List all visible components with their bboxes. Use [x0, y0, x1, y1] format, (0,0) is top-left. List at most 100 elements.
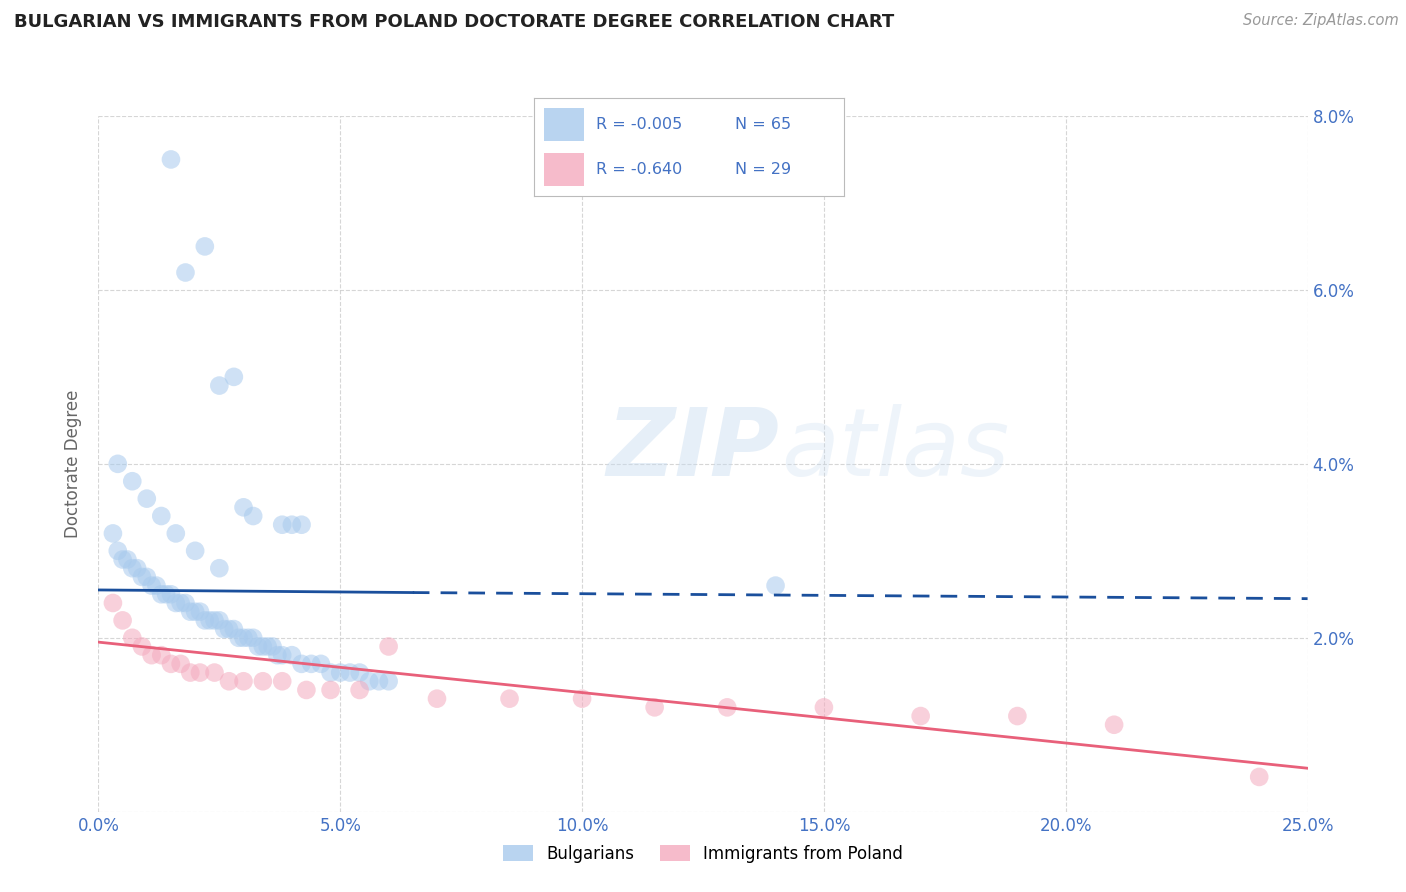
- Point: [160, 657, 183, 671]
- Point: [121, 475, 143, 489]
- Point: [242, 631, 264, 645]
- Point: [150, 587, 173, 601]
- Point: [232, 500, 254, 515]
- Point: [107, 457, 129, 471]
- Text: R = -0.640: R = -0.640: [596, 162, 682, 178]
- Point: [218, 622, 240, 636]
- Point: [339, 665, 361, 680]
- Point: [111, 614, 134, 628]
- Point: [910, 709, 932, 723]
- Point: [101, 596, 124, 610]
- Bar: [544, 153, 583, 186]
- Point: [179, 605, 201, 619]
- Point: [309, 657, 332, 671]
- Point: [194, 614, 217, 628]
- Point: [194, 239, 217, 253]
- Text: atlas: atlas: [782, 404, 1010, 495]
- Point: [141, 648, 163, 662]
- Point: [204, 614, 226, 628]
- Point: [198, 614, 221, 628]
- Point: [1007, 709, 1029, 723]
- Point: [155, 587, 177, 601]
- Point: [117, 552, 139, 566]
- Point: [359, 674, 381, 689]
- Point: [232, 631, 254, 645]
- Point: [329, 665, 352, 680]
- Point: [377, 640, 399, 654]
- Point: [222, 622, 245, 636]
- Point: [184, 544, 207, 558]
- Point: [349, 683, 371, 698]
- Point: [222, 369, 245, 384]
- Point: [232, 674, 254, 689]
- Point: [135, 491, 157, 506]
- Point: [174, 596, 197, 610]
- Point: [765, 579, 787, 593]
- Point: [228, 631, 250, 645]
- Point: [368, 674, 391, 689]
- Point: [141, 579, 163, 593]
- Y-axis label: Doctorate Degree: Doctorate Degree: [65, 390, 83, 538]
- Point: [252, 674, 274, 689]
- Point: [188, 665, 211, 680]
- Point: [1102, 717, 1125, 731]
- Point: [121, 561, 143, 575]
- Point: [111, 552, 134, 566]
- Point: [131, 640, 153, 654]
- Point: [160, 587, 183, 601]
- Point: [271, 517, 294, 532]
- Text: Source: ZipAtlas.com: Source: ZipAtlas.com: [1243, 13, 1399, 29]
- Point: [212, 622, 235, 636]
- Point: [208, 378, 231, 392]
- Point: [571, 691, 593, 706]
- Point: [150, 508, 173, 523]
- Point: [188, 605, 211, 619]
- Point: [169, 657, 191, 671]
- Point: [169, 596, 191, 610]
- Point: [165, 526, 187, 541]
- Point: [184, 605, 207, 619]
- Point: [218, 674, 240, 689]
- Point: [165, 596, 187, 610]
- Point: [813, 700, 835, 714]
- Point: [299, 657, 322, 671]
- Point: [256, 640, 278, 654]
- Point: [127, 561, 149, 575]
- Point: [266, 648, 288, 662]
- Point: [208, 561, 231, 575]
- Point: [135, 570, 157, 584]
- Point: [290, 657, 312, 671]
- Point: [349, 665, 371, 680]
- Point: [145, 579, 167, 593]
- Point: [208, 614, 231, 628]
- Text: ZIP: ZIP: [606, 404, 779, 496]
- Point: [174, 266, 197, 280]
- Point: [160, 153, 183, 167]
- Point: [498, 691, 520, 706]
- Text: BULGARIAN VS IMMIGRANTS FROM POLAND DOCTORATE DEGREE CORRELATION CHART: BULGARIAN VS IMMIGRANTS FROM POLAND DOCT…: [14, 13, 894, 31]
- Point: [281, 648, 304, 662]
- Point: [262, 640, 284, 654]
- Point: [121, 631, 143, 645]
- Point: [179, 665, 201, 680]
- Point: [252, 640, 274, 654]
- Legend: Bulgarians, Immigrants from Poland: Bulgarians, Immigrants from Poland: [496, 838, 910, 870]
- Point: [295, 683, 318, 698]
- Point: [319, 683, 342, 698]
- Point: [238, 631, 260, 645]
- Point: [271, 674, 294, 689]
- Point: [716, 700, 738, 714]
- Text: R = -0.005: R = -0.005: [596, 117, 682, 132]
- Point: [107, 544, 129, 558]
- Point: [1249, 770, 1271, 784]
- Point: [247, 640, 270, 654]
- Text: N = 65: N = 65: [735, 117, 792, 132]
- Point: [204, 665, 226, 680]
- Point: [131, 570, 153, 584]
- Point: [271, 648, 294, 662]
- Bar: [544, 108, 583, 141]
- Point: [290, 517, 312, 532]
- Point: [150, 648, 173, 662]
- Text: N = 29: N = 29: [735, 162, 792, 178]
- Point: [377, 674, 399, 689]
